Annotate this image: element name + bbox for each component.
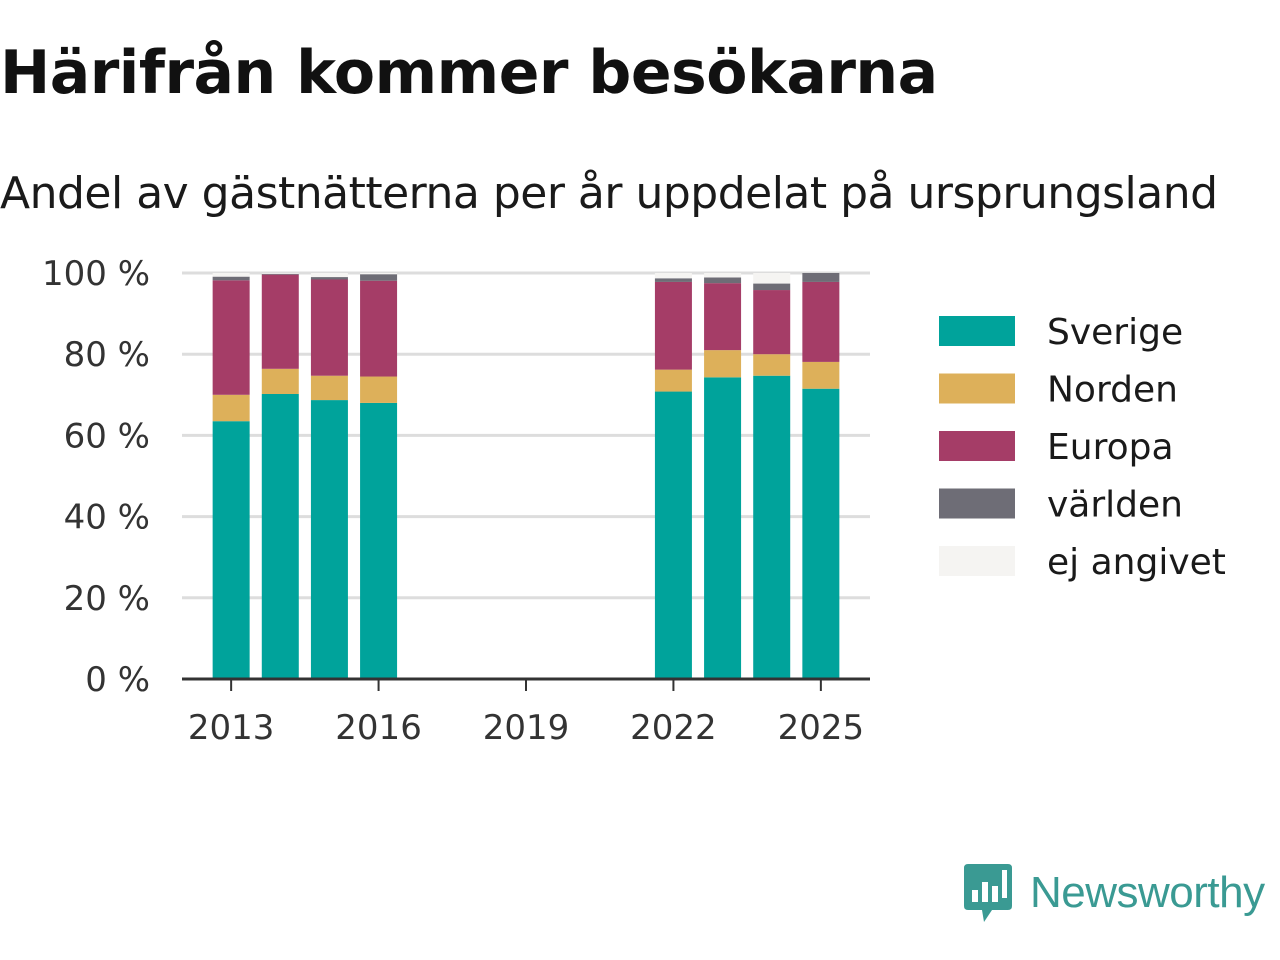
x-tick-label: 2022 [630,708,717,748]
stacked-bar-chart: 0 % 20 % 40 % 60 % 80 % 100 % 2013 2016 2019 2022… [42,254,1226,748]
brand-name: Newsworthy [1030,868,1265,917]
bar-series [212,273,840,679]
legend-label: Europa [1047,427,1174,468]
legend-label: ej angivet [1047,542,1226,583]
legend-label: världen [1047,485,1183,526]
bar-segment [212,421,250,679]
legend-swatch [939,373,1015,404]
legend-label: Sverige [1047,312,1183,353]
bar-segment [654,369,692,392]
bar-segment [212,394,250,422]
bar-segment [212,273,250,277]
bar-segment [654,278,692,282]
legend-swatch [939,431,1015,461]
legend-label: Norden [1047,370,1178,411]
x-tick-label: 2013 [188,708,275,748]
bar-segment [310,277,348,280]
bar-segment [704,350,742,378]
x-tick-label: 2016 [335,708,422,748]
y-tick-label: 0 % [85,660,150,700]
bar-segment [753,375,791,679]
bar-segment [802,273,840,282]
bar-segment [360,376,398,403]
bar-segment [360,280,398,377]
x-tick-label: 2025 [778,708,865,748]
bar-segment [753,283,791,291]
y-tick-label: 80 % [64,335,150,375]
bar-segment [261,274,299,369]
bar-segment [704,273,742,278]
bar-segment [802,281,840,362]
legend-swatch [939,546,1015,576]
legend-swatch [939,488,1015,519]
bar-segment [212,280,250,395]
bar-segment [261,273,299,275]
bar-segment [261,273,299,274]
bar-segment [654,391,692,679]
bar-segment [310,273,348,278]
bar-segment [654,273,692,279]
bar-segment [261,393,299,679]
bar-segment [802,388,840,679]
bar-segment [310,400,348,679]
bar-segment [704,277,742,284]
bar-segment [654,281,692,370]
bar-segment [704,283,742,351]
y-tick-label: 60 % [64,416,150,456]
chart-title: Härifrån kommer besökarna [0,38,938,108]
bar-segment [261,368,299,394]
bar-segment [753,273,791,284]
bar-segment [802,361,840,389]
bar-segment [753,290,791,355]
y-tick-label: 20 % [64,579,150,619]
bar-segment [704,377,742,679]
y-tick-label: 40 % [64,498,150,538]
legend: Sverige Norden Europa världen ej angivet [939,312,1226,583]
bar-segment [360,402,398,679]
bar-segment [753,354,791,376]
axes: 0 % 20 % 40 % 60 % 80 % 100 % 2013 2016 2019 2022… [42,254,870,748]
legend-swatch [939,316,1015,346]
bar-segment [360,273,398,275]
bar-segment [360,274,398,281]
y-tick-label: 100 % [42,254,150,294]
bar-segment [310,279,348,376]
chart-subtitle: Andel av gästnätterna per år uppdelat på… [0,168,1218,219]
newsworthy-logo: Newsworthy [962,862,1265,924]
bar-segment [310,375,348,401]
bar-segment [212,276,250,281]
x-tick-label: 2019 [483,708,570,748]
newsworthy-logo-icon [964,864,1012,922]
